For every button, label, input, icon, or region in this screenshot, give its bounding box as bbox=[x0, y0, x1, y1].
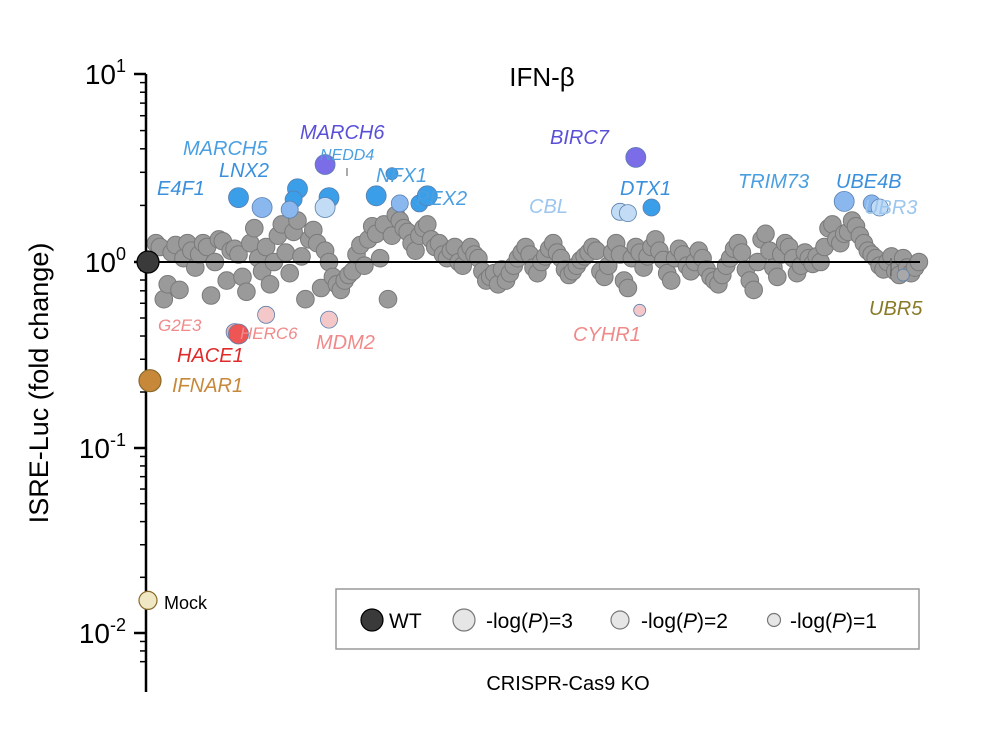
gene-label-e4f1: E4F1 bbox=[157, 178, 205, 200]
data-point bbox=[355, 256, 374, 276]
y-tick-label: 100 bbox=[85, 244, 126, 278]
gene-label-hace1: HACE1 bbox=[177, 345, 244, 367]
highlighted-point-nfx1 bbox=[390, 194, 409, 213]
y-axis-label: ISRE-Luc (fold change) bbox=[24, 243, 54, 524]
data-point bbox=[744, 280, 764, 300]
data-point bbox=[276, 243, 296, 262]
highlighted-point-trim73 bbox=[833, 190, 855, 212]
legend: WT -log(P)=3 -log(P)=2 -log(P)=1 bbox=[335, 588, 920, 650]
data-point bbox=[370, 248, 390, 268]
gene-label-herc6: HERC6 bbox=[240, 324, 298, 343]
highlighted-point-lnx2 bbox=[280, 200, 299, 219]
data-point bbox=[201, 286, 221, 305]
legend-label: -log(P)=1 bbox=[790, 610, 877, 633]
legend-label: -log(P)=2 bbox=[641, 610, 728, 633]
gene-label-ubr5: UBR5 bbox=[869, 298, 923, 320]
data-point bbox=[170, 280, 189, 300]
highlighted-point-march6 bbox=[314, 154, 336, 175]
legend-label: WT bbox=[389, 610, 422, 633]
highlighted-point-e4f1 bbox=[228, 187, 249, 209]
data-point bbox=[245, 218, 264, 238]
gene-label-ubr3: UBR3 bbox=[864, 197, 917, 219]
gene-label-trim73: TRIM73 bbox=[738, 171, 809, 193]
highlighted-points bbox=[225, 146, 910, 345]
data-point bbox=[237, 282, 256, 302]
data-point bbox=[296, 289, 315, 309]
highlighted-point-dtx1 bbox=[642, 198, 661, 217]
highlighted-point-herc6 bbox=[257, 305, 276, 324]
data-point bbox=[661, 271, 681, 290]
legend-marker bbox=[766, 612, 782, 628]
highlighted-point-birc7 bbox=[625, 146, 647, 168]
gene-label-nfx1: NFX1 bbox=[376, 165, 427, 187]
chart-title: IFN-β bbox=[509, 62, 575, 92]
data-point bbox=[768, 267, 787, 287]
highlighted-point-mdm2 bbox=[320, 310, 338, 329]
highlighted-point-ubr5 bbox=[896, 268, 910, 282]
gene-label-ifnar1: IFNAR1 bbox=[172, 375, 243, 397]
gene-label-g2e3: G2E3 bbox=[158, 316, 202, 335]
highlighted-point-march5 bbox=[251, 197, 273, 218]
data-point bbox=[756, 224, 775, 244]
highlighted-point-cbl bbox=[619, 204, 637, 223]
x-axis-label: CRISPR-Cas9 KO bbox=[486, 673, 649, 695]
highlighted-point-nedd4 bbox=[385, 167, 399, 181]
highlighted-point-hace1 bbox=[228, 323, 249, 345]
data-point bbox=[732, 243, 752, 262]
y-ticks: 101 100 10-1 10-2 bbox=[79, 56, 146, 663]
data-point bbox=[292, 247, 311, 266]
gene-label-mdm2: MDM2 bbox=[316, 332, 375, 354]
data-point bbox=[378, 289, 398, 309]
legend-label: -log(P)=3 bbox=[486, 610, 573, 633]
y-tick-label: 101 bbox=[85, 56, 126, 90]
data-point bbox=[618, 278, 638, 298]
gene-label-march5: MARCH5 bbox=[183, 138, 268, 160]
control-point-ifnar1 bbox=[138, 369, 162, 393]
highlighted-point-pex2 bbox=[416, 185, 438, 207]
control-point-wt bbox=[136, 250, 160, 274]
data-point bbox=[280, 263, 300, 283]
gene-label-lnx2: LNX2 bbox=[219, 160, 269, 182]
legend-box bbox=[335, 588, 920, 650]
data-point bbox=[229, 245, 248, 264]
gene-label-nedd4: NEDD4 bbox=[320, 147, 374, 164]
highlighted-point-lnx2 bbox=[314, 197, 336, 218]
background-points bbox=[146, 205, 929, 309]
gene-label-birc7: BIRC7 bbox=[550, 127, 610, 149]
legend-marker bbox=[452, 608, 476, 632]
gene-label-dtx1: DTX1 bbox=[620, 178, 671, 200]
data-point bbox=[587, 241, 606, 260]
legend-marker bbox=[610, 610, 630, 630]
highlighted-point-ubr3 bbox=[870, 198, 889, 217]
y-tick-label: 10-2 bbox=[79, 615, 126, 649]
gene-label-mock: Mock bbox=[164, 593, 208, 613]
control-point-mock bbox=[138, 590, 158, 611]
data-point bbox=[256, 237, 276, 257]
control-points bbox=[136, 250, 162, 611]
legend-marker bbox=[360, 608, 384, 632]
highlighted-point-cyhr1 bbox=[633, 303, 647, 317]
highlighted-point-nfx1 bbox=[365, 185, 387, 207]
data-point bbox=[260, 275, 280, 294]
gene-label-cyhr1: CYHR1 bbox=[573, 324, 641, 346]
gene-label-pex2: PEX2 bbox=[416, 188, 467, 210]
y-tick-label: 10-1 bbox=[79, 430, 126, 464]
gene-label-cbl: CBL bbox=[529, 196, 568, 218]
gene-label-march6: MARCH6 bbox=[300, 122, 385, 144]
data-point bbox=[217, 271, 236, 290]
gene-label-ube4b: UBE4B bbox=[836, 171, 902, 193]
